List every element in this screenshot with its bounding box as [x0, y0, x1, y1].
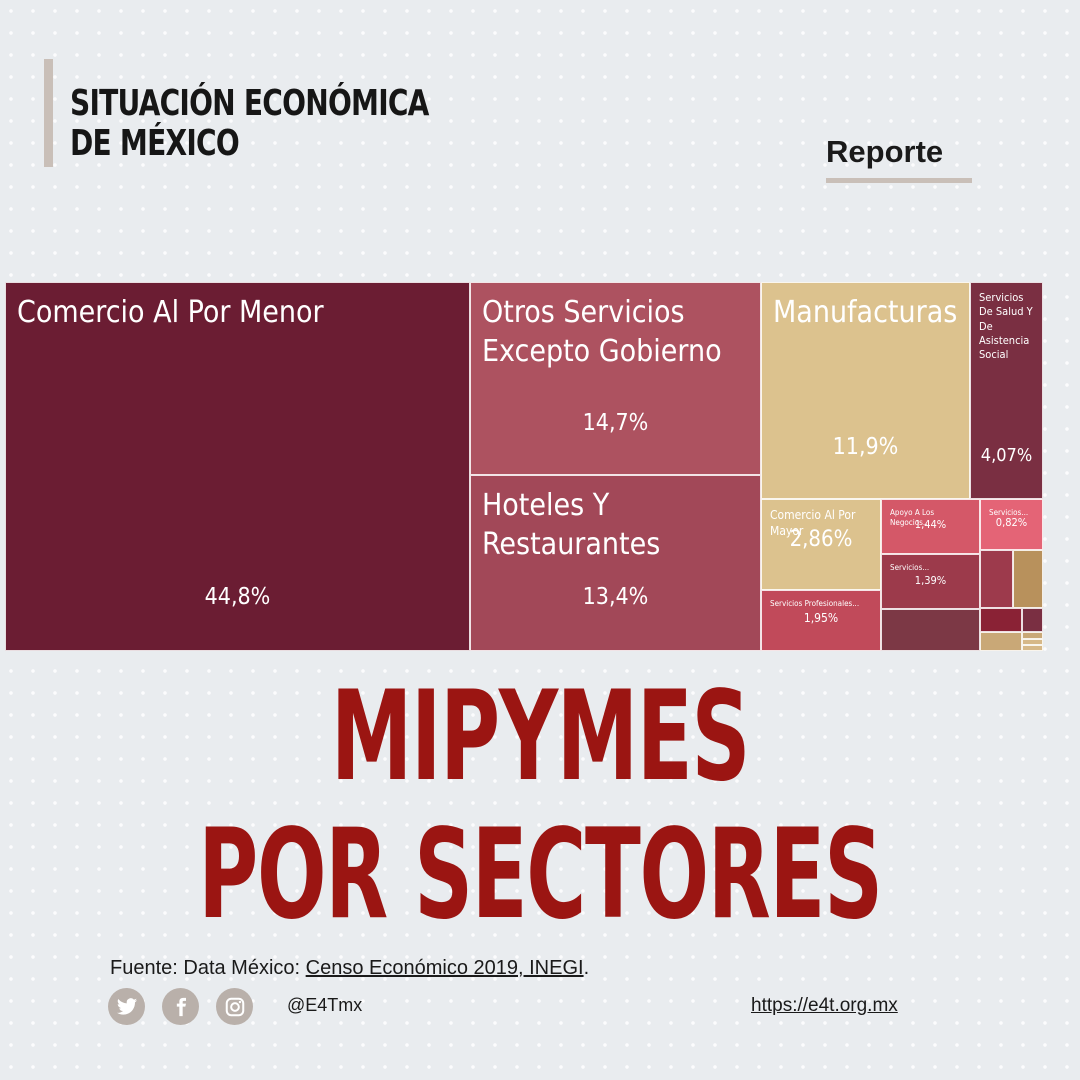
treemap-tile — [980, 550, 1013, 608]
treemap-tile-value: 1,44% — [914, 518, 947, 531]
treemap-tile: Servicios... 0,82% — [980, 499, 1043, 550]
treemap-tile — [980, 632, 1022, 651]
source-suffix: . — [583, 957, 590, 979]
header-title-line2: DE MÉXICO — [70, 123, 240, 164]
treemap-tile: Otros Servicios Excepto Gobierno 14,7% — [470, 282, 761, 475]
treemap-tile-label: Comercio Al Por Mayor — [770, 508, 856, 538]
treemap-tile-value: 1,95% — [803, 611, 839, 625]
treemap-tile: Servicios De Salud Y De Asistencia Socia… — [970, 282, 1043, 499]
treemap-tile-label: Servicios Profesionales... — [770, 599, 860, 608]
instagram-icon[interactable] — [216, 988, 253, 1025]
treemap-tile-value: 44,8% — [204, 584, 271, 610]
treemap-tile-label: Hoteles Y Restaurantes — [482, 488, 661, 562]
treemap-tile-label: Manufacturas — [773, 295, 958, 330]
website-link[interactable]: https://e4t.org.mx — [751, 995, 898, 1016]
treemap-tile: Comercio Al Por Menor 44,8% — [5, 282, 470, 651]
treemap-tile-value: 1,39% — [914, 574, 947, 587]
header-title-line1: SITUACIÓN ECONÓMICA — [70, 83, 429, 124]
treemap-tile-value: 0,82% — [995, 516, 1028, 529]
twitter-icon[interactable] — [108, 988, 145, 1025]
treemap-tile-label: Otros Servicios Excepto Gobierno — [482, 295, 722, 369]
report-tag: Reporte — [826, 134, 944, 169]
treemap-tile-value: 13,4% — [582, 584, 649, 610]
treemap-tile — [1022, 632, 1043, 639]
source-citation: Fuente: Data México: Censo Económico 201… — [110, 957, 589, 980]
treemap-tile-value: 4,07% — [980, 445, 1033, 466]
treemap-tile — [1013, 550, 1043, 608]
treemap-tile: Servicios Profesionales... 1,95% — [761, 590, 881, 651]
header-title: SITUACIÓN ECONÓMICA DE MÉXICO — [70, 84, 429, 164]
treemap-tile-label: Apoyo A Los Negocios... — [890, 508, 935, 528]
treemap-tile — [1022, 639, 1043, 645]
treemap-tile: Hoteles Y Restaurantes 13,4% — [470, 475, 761, 651]
header-accent-bar — [44, 59, 53, 167]
treemap-tile-value: 2,86% — [789, 527, 853, 552]
treemap-tile — [881, 609, 980, 651]
treemap-tile-value: 14,7% — [582, 410, 649, 436]
treemap-tile-value: 11,9% — [832, 434, 899, 460]
main-title: MIPYMES POR SECTORES — [0, 668, 1080, 944]
treemap-tile: Comercio Al Por Mayor 2,86% — [761, 499, 881, 590]
treemap-tile — [980, 608, 1022, 632]
source-prefix: Fuente: Data México: — [110, 957, 306, 979]
treemap-tile-label: Servicios... — [890, 563, 930, 572]
treemap-tile: Servicios... 1,39% — [881, 554, 980, 609]
treemap-tile — [1022, 645, 1043, 651]
treemap-tile-label: Servicios De Salud Y De Asistencia Socia… — [979, 291, 1033, 362]
social-handle: @E4Tmx — [287, 995, 363, 1015]
treemap-tile: Manufacturas 11,9% — [761, 282, 970, 499]
treemap-chart: Comercio Al Por Menor 44,8% Otros Servicio… — [5, 282, 1043, 651]
treemap-tile-label: Servicios... — [989, 508, 1029, 517]
treemap-tile — [1022, 608, 1043, 632]
treemap-tile-label: Comercio Al Por Menor — [17, 295, 324, 330]
main-title-line1: MIPYMES — [330, 665, 751, 809]
source-link[interactable]: Censo Económico 2019, INEGI — [305, 957, 584, 979]
report-tag-underline — [826, 178, 972, 183]
main-title-line2: POR SECTORES — [198, 803, 883, 947]
treemap-tile: Apoyo A Los Negocios... 1,44% — [881, 499, 980, 554]
facebook-icon[interactable] — [162, 988, 199, 1025]
